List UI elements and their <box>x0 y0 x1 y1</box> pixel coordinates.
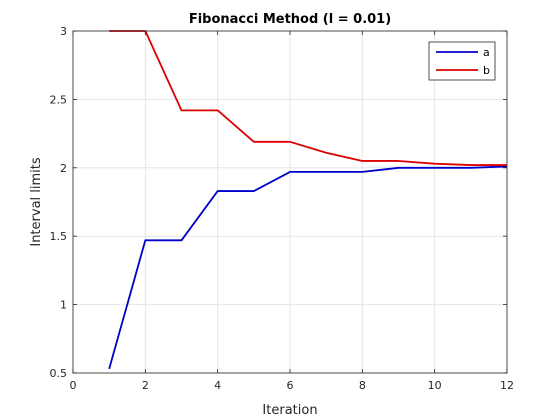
x-tick-label: 8 <box>359 379 366 392</box>
series-line-a <box>108 165 508 370</box>
y-tick-label: 1.5 <box>50 230 68 243</box>
y-tick-label: 2 <box>60 162 67 175</box>
x-tick-label: 6 <box>287 379 294 392</box>
legend-label-b: b <box>483 64 490 77</box>
x-tick-label: 10 <box>428 379 442 392</box>
y-tick-label: 3 <box>60 25 67 38</box>
chart-title: Fibonacci Method (l = 0.01) <box>189 12 391 27</box>
series-line-b <box>109 30 507 166</box>
x-tick-label: 4 <box>214 379 221 392</box>
x-tick-label: 12 <box>500 379 514 392</box>
series-layer <box>108 30 508 370</box>
y-tick-label: 0.5 <box>50 367 68 380</box>
tick-layer: 0 2 4 6 8 10 12 0.5 1 1.5 2 2.5 3 <box>50 25 515 392</box>
x-tick-label: 0 <box>70 379 77 392</box>
x-tick-label: 2 <box>142 379 149 392</box>
y-axis-label: Interval limits <box>29 157 44 247</box>
legend: ab <box>428 41 496 81</box>
legend-label-a: a <box>483 46 490 59</box>
y-tick-label: 1 <box>60 299 67 312</box>
legend-box <box>428 41 496 81</box>
y-tick-label: 2.5 <box>50 93 68 106</box>
x-axis-label: Iteration <box>262 403 317 418</box>
